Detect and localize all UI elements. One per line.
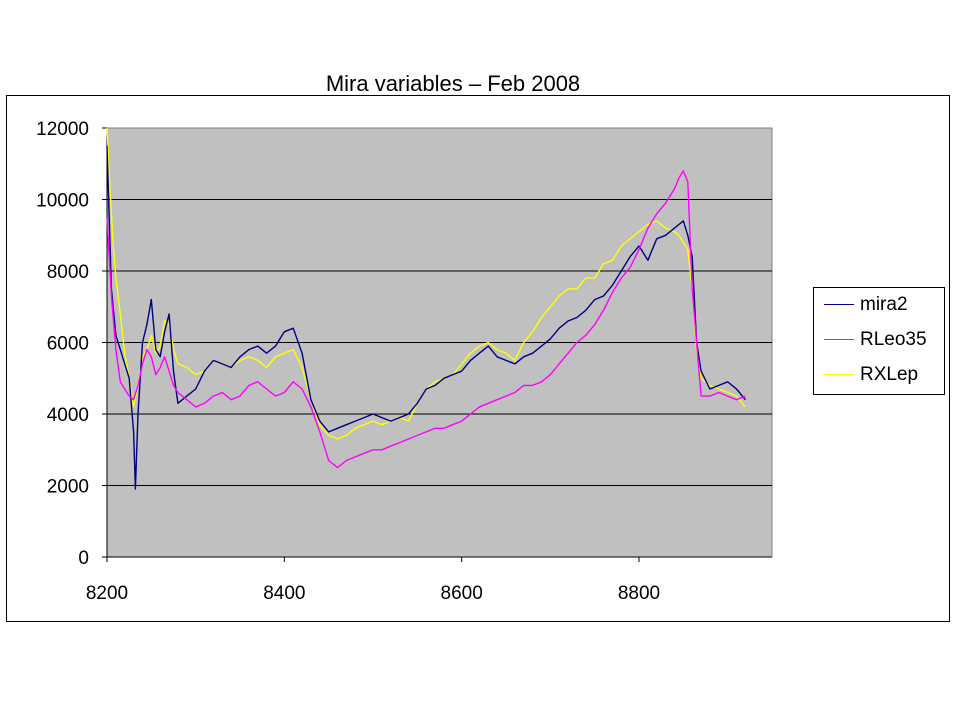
legend-item-mira2: mira2 bbox=[824, 293, 944, 317]
legend-item-rxlep: RXLep bbox=[824, 363, 944, 387]
y-tick-label-4000: 4000 bbox=[47, 405, 89, 426]
y-tick-label-10000: 10000 bbox=[36, 191, 89, 212]
y-tick-label-2000: 2000 bbox=[47, 477, 89, 498]
legend-label-rleo35: RLeo35 bbox=[860, 329, 927, 350]
y-tick-label-12000: 12000 bbox=[36, 119, 89, 140]
y-tick-label-6000: 6000 bbox=[47, 334, 89, 355]
series-line-rleo35 bbox=[106, 170, 746, 469]
x-tick-label-8800: 8800 bbox=[618, 583, 660, 604]
legend-item-rleo35: RLeo35 bbox=[824, 328, 944, 352]
x-tick-label-8400: 8400 bbox=[263, 583, 305, 604]
legend-swatch-rxlep bbox=[824, 374, 854, 375]
y-tick-label-0: 0 bbox=[78, 548, 89, 569]
y-tick-label-8000: 8000 bbox=[47, 262, 89, 283]
series-line-mira2 bbox=[106, 145, 746, 490]
legend: mira2 RLeo35 RXLep bbox=[813, 287, 945, 395]
x-tick-label-8200: 8200 bbox=[86, 583, 128, 604]
legend-swatch-mira2 bbox=[824, 304, 854, 305]
x-tick-label-8600: 8600 bbox=[441, 583, 483, 604]
legend-label-mira2: mira2 bbox=[860, 294, 908, 315]
legend-swatch-rleo35 bbox=[824, 339, 854, 340]
chart-title: Mira variables – Feb 2008 bbox=[325, 71, 581, 96]
legend-label-rxlep: RXLep bbox=[860, 364, 919, 385]
